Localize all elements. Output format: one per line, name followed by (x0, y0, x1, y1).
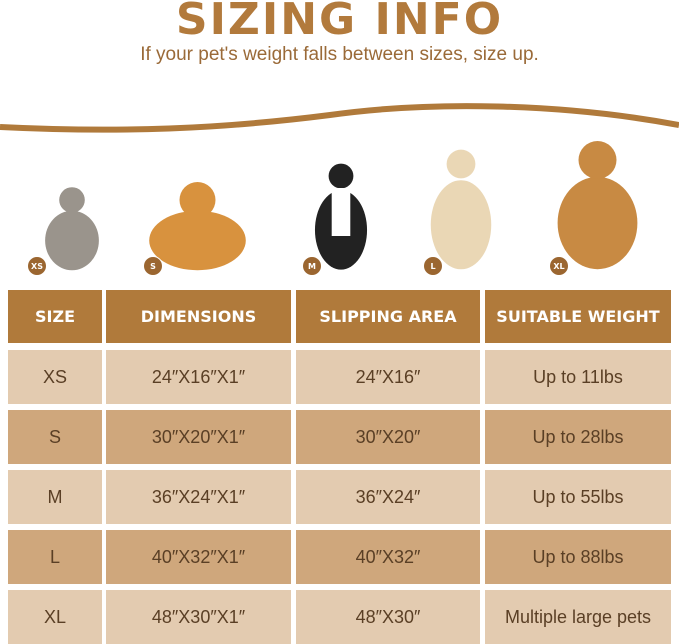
table-cell: 24″X16″X1″ (106, 350, 291, 404)
table-cell: 48″X30″ (296, 590, 480, 644)
size-badge-xs: XS (27, 256, 47, 276)
table-cell: 40″X32″ (296, 530, 480, 584)
size-badge-xl: XL (549, 256, 569, 276)
table-cell: M (8, 470, 102, 524)
table-cell: S (8, 410, 102, 464)
table-cell: Up to 28lbs (485, 410, 671, 464)
column-header: SLIPPING AREA (296, 290, 480, 343)
size-badge-m: M (302, 256, 322, 276)
table-cell: 24″X16″ (296, 350, 480, 404)
golden-retriever-image (550, 132, 645, 272)
column-header: SUITABLE WEIGHT (485, 290, 671, 343)
table-cell: XS (8, 350, 102, 404)
table-cell: Up to 55lbs (485, 470, 671, 524)
table-cell: Up to 88lbs (485, 530, 671, 584)
column-header: DIMENSIONS (106, 290, 291, 343)
table-cell: 48″X30″X1″ (106, 590, 291, 644)
table-cell: L (8, 530, 102, 584)
table-cell: 36″X24″ (296, 470, 480, 524)
table-cell: 36″X24″X1″ (106, 470, 291, 524)
page-title: SIZING INFO (175, 0, 504, 45)
table-cell: 40″X32″X1″ (106, 530, 291, 584)
table-cell: XL (8, 590, 102, 644)
table-cell: 30″X20″X1″ (106, 410, 291, 464)
table-cell: Up to 11lbs (485, 350, 671, 404)
size-badge-l: L (423, 256, 443, 276)
table-cell: Multiple large pets (485, 590, 671, 644)
size-badge-s: S (143, 256, 163, 276)
labrador-image (425, 137, 497, 272)
corgi-image (140, 182, 255, 272)
column-header: SIZE (8, 290, 102, 343)
subtitle: If your pet's weight falls between sizes… (140, 44, 539, 65)
table-cell: 30″X20″ (296, 410, 480, 464)
cat-image (40, 182, 104, 272)
border-collie-image (310, 152, 372, 272)
wave-divider (0, 103, 679, 133)
